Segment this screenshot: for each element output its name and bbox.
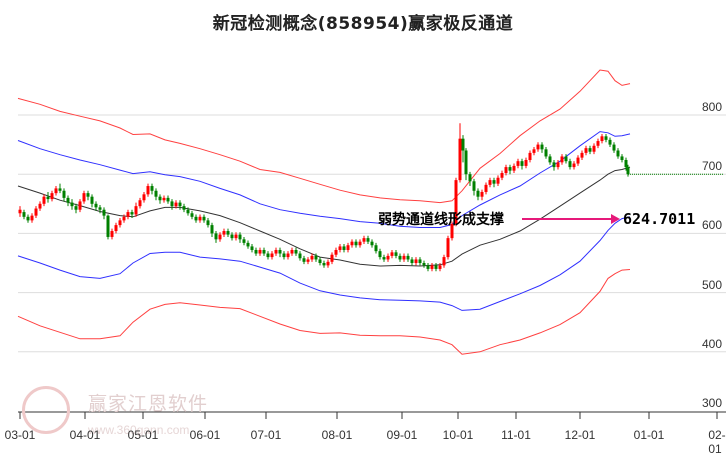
watermark-logo-icon [22,386,70,434]
chart-title: 新冠检测概念(858954)赢家极反通道 [212,14,514,34]
annotation-label: 弱势通道线形成支撑 [378,212,504,228]
y-tick-label: 500 [701,277,722,292]
x-tick-label: 02-01 [708,428,726,456]
lower_inner-line [17,216,631,311]
x-tick-label: 03-01 [4,428,36,442]
y-tick-label: 600 [701,218,722,233]
y-tick-label: 400 [701,336,722,351]
channel-lines [17,69,631,355]
y-tick-label: 700 [701,159,722,174]
upper_outer-line [17,69,631,204]
watermark-text: 赢家江恩软件 [88,393,209,415]
x-axis [18,411,726,419]
x-tick-label: 07-01 [250,428,282,442]
x-tick-label: 06-01 [189,428,221,442]
x-tick-label: 11-01 [501,428,531,442]
x-tick-label: 01-01 [633,428,665,442]
y-tick-label: 300 [701,396,722,410]
x-tick-label: 05-01 [127,428,159,442]
x-tick-label: 09-01 [386,428,418,442]
annotation-value: 624.7011 [623,210,696,228]
x-tick-label: 08-01 [321,428,353,442]
watermark-url: www.360gann.com [88,423,190,437]
grid-lines [18,114,726,353]
x-tick-label: 10-01 [442,428,474,442]
annotation-arrow [522,214,620,224]
x-tick-label: 04-01 [69,428,101,442]
x-tick-label: 12-01 [564,428,596,442]
candlesticks [18,123,724,272]
y-tick-label: 800 [701,100,722,114]
middle-line [17,166,631,267]
lower_outer-line [17,269,631,355]
